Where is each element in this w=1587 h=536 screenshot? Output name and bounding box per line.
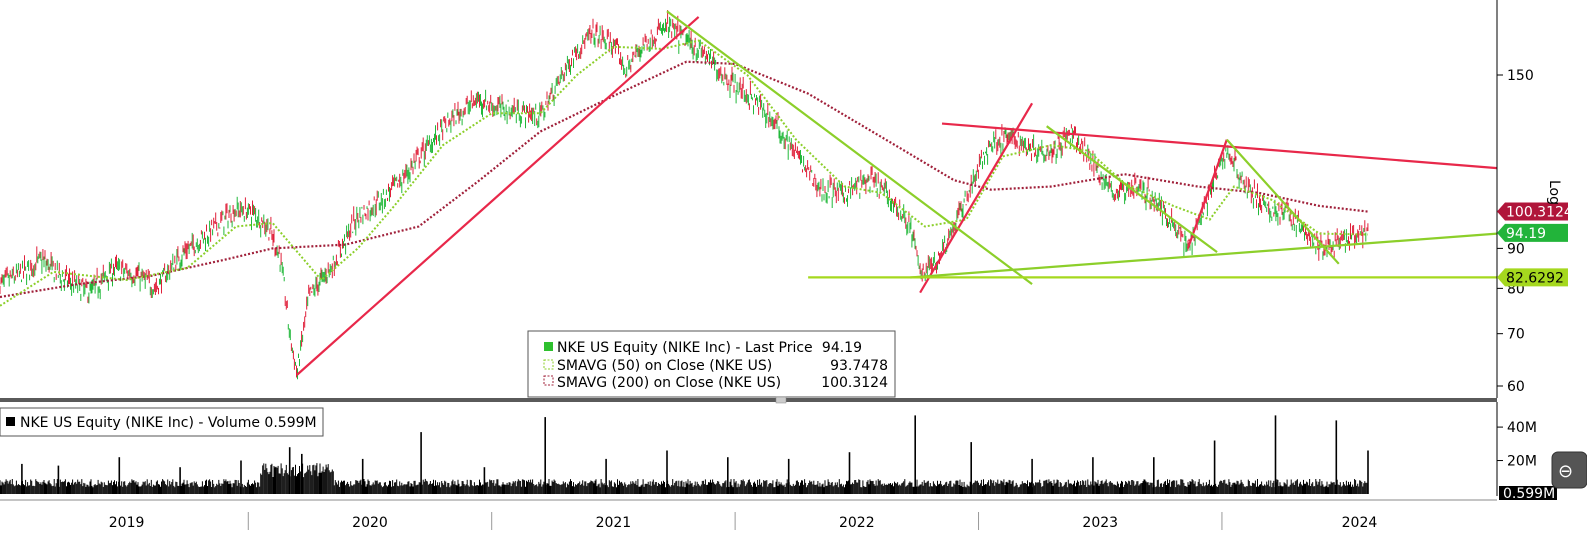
volume-title-box <box>0 407 324 437</box>
year-label-2022: 2022 <box>839 515 875 531</box>
year-label-2019: 2019 <box>109 515 145 531</box>
panel-divider-handle[interactable] <box>775 396 787 404</box>
panel-divider <box>0 398 1497 402</box>
price-tag-0 <box>1497 202 1568 221</box>
collapse-panel-icon[interactable]: ⊖ <box>1558 461 1573 482</box>
price-tag-1 <box>1497 223 1568 242</box>
volume-ticks: 40M 20M <box>1497 420 1537 470</box>
legend-label-last-price: NKE US Equity (NIKE Inc) - Last Price <box>557 340 813 356</box>
price-legend: NKE US Equity (NIKE Inc) - Last Price 94… <box>527 330 896 398</box>
trendline-4 <box>666 10 1033 286</box>
sma200-line <box>0 60 1369 299</box>
price-tag-text-0: 100.3124 <box>1506 205 1573 221</box>
sma50-line <box>0 39 1369 307</box>
scale-label: Log <box>1546 180 1562 205</box>
legend-value-sma200: 100.3124 <box>821 375 888 391</box>
trendlines <box>296 10 1498 376</box>
volume-panel: NKE US Equity (NIKE Inc) - Volume 0.599M… <box>0 402 1587 502</box>
year-label-2021: 2021 <box>596 515 632 531</box>
year-labels: 2019 2020 2021 2022 2023 2024 <box>109 512 1378 531</box>
volume-title-swatch <box>6 417 15 426</box>
trendline-5 <box>1046 125 1218 254</box>
price-tags: 100.3124 94.19 82.6292 <box>1497 202 1573 287</box>
year-label-2023: 2023 <box>1082 515 1118 531</box>
legend-swatch-last-price <box>544 342 553 351</box>
trendline-7 <box>910 232 1498 279</box>
trendline-2 <box>1186 139 1228 249</box>
legend-swatch-sma200 <box>543 375 554 386</box>
trendline-1 <box>919 102 1034 294</box>
trendline-0 <box>296 16 700 376</box>
collapse-panel-button[interactable] <box>1551 451 1587 489</box>
volume-tick-label-0: 40M <box>1507 420 1537 436</box>
price-tick-label-4: 150 <box>1507 68 1534 84</box>
legend-swatch-sma50 <box>543 359 554 370</box>
legend-label-sma200: SMAVG (200) on Close (NKE US) <box>557 375 781 391</box>
volume-tick-label-1: 20M <box>1507 454 1537 470</box>
trendline-3 <box>941 122 1498 170</box>
legend-label-sma50: SMAVG (50) on Close (NKE US) <box>557 358 772 374</box>
trendline-6 <box>1225 138 1340 265</box>
price-legend-box <box>527 330 896 398</box>
price-tick-label-0: 60 <box>1507 379 1525 395</box>
volume-bars <box>0 415 1369 494</box>
legend-value-last-price: 94.19 <box>822 340 862 356</box>
volume-last-tag <box>1499 486 1557 500</box>
price-tag-2 <box>1497 268 1568 287</box>
volume-title: NKE US Equity (NIKE Inc) - Volume 0.599M <box>20 415 317 431</box>
year-label-2024: 2024 <box>1342 515 1378 531</box>
price-tick-label-1: 70 <box>1507 327 1525 343</box>
price-tick-label-3: 90 <box>1507 241 1525 257</box>
x-axis: 2019 2020 2021 2022 2023 2024 <box>0 499 1497 531</box>
legend-value-sma50: 93.7478 <box>830 358 888 374</box>
year-label-2020: 2020 <box>352 515 388 531</box>
price-tag-text-2: 82.6292 <box>1506 270 1564 286</box>
price-tag-text-1: 94.19 <box>1506 226 1546 242</box>
volume-last-tag-text: 0.599M <box>1503 486 1555 502</box>
